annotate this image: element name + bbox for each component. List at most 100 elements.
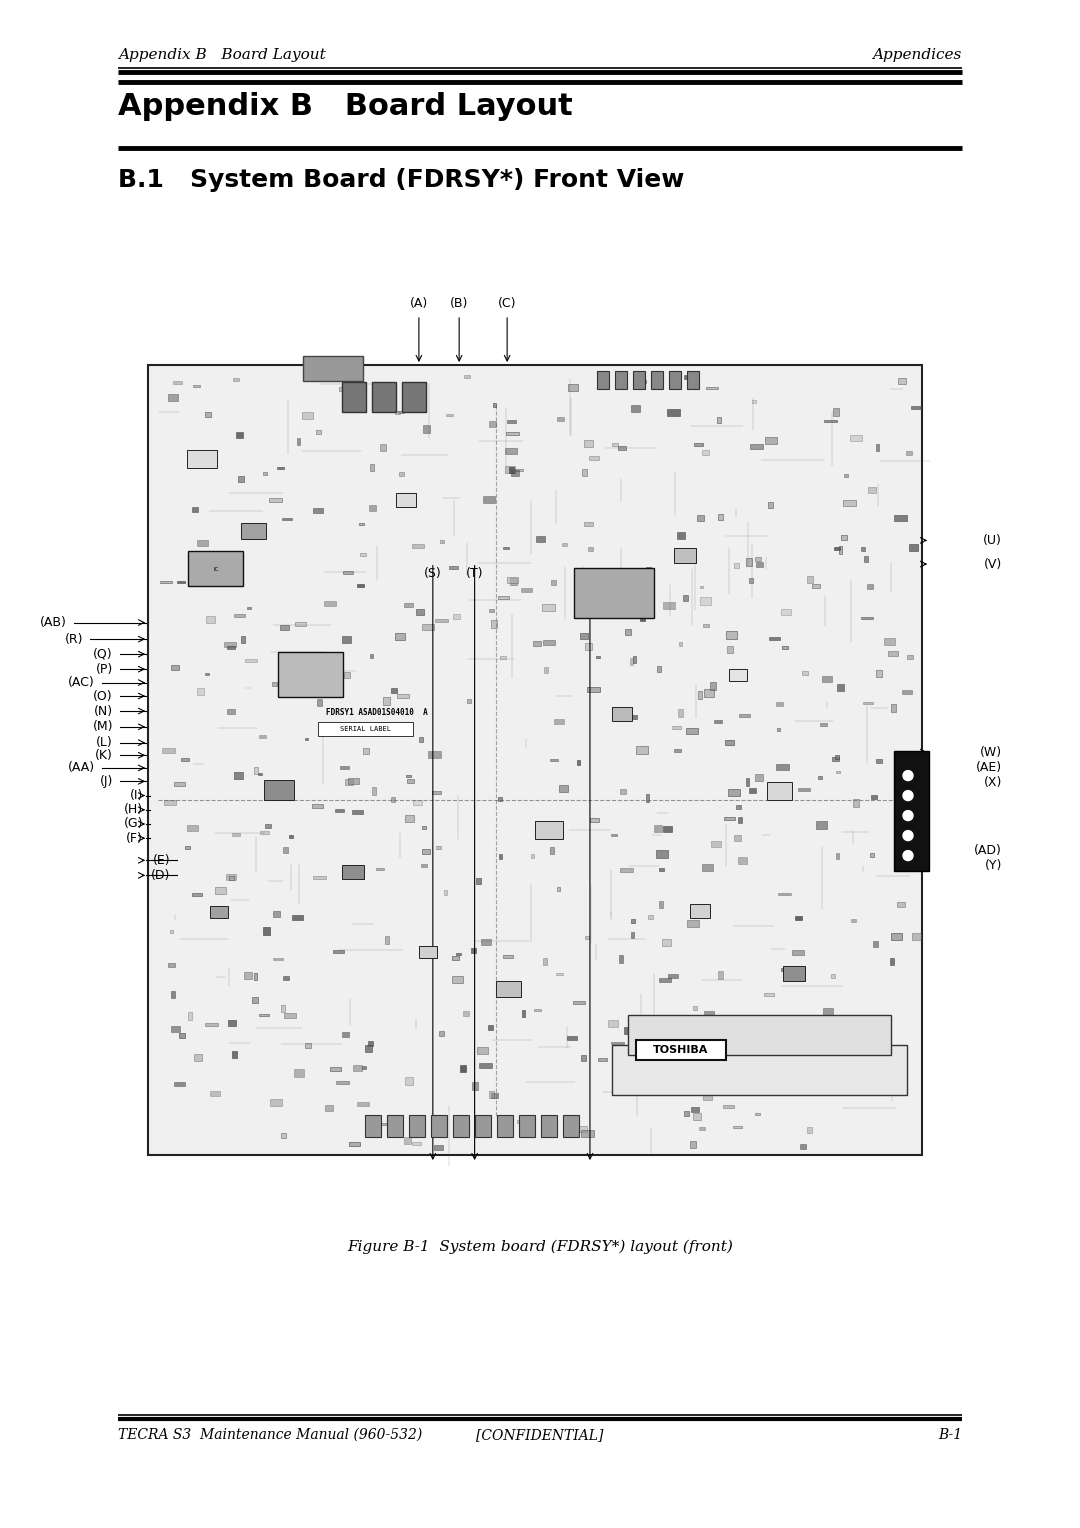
Bar <box>751 443 762 449</box>
Bar <box>765 437 777 445</box>
Bar <box>567 1036 577 1039</box>
Bar <box>698 691 702 698</box>
Bar <box>253 996 258 1002</box>
Bar <box>334 950 345 953</box>
Bar <box>669 975 678 978</box>
Bar <box>278 652 343 697</box>
Bar <box>620 788 625 795</box>
Bar <box>148 365 922 1155</box>
Bar <box>750 788 756 793</box>
Bar <box>508 420 516 423</box>
Bar <box>434 1144 443 1149</box>
Bar <box>380 445 386 451</box>
Bar <box>786 1016 798 1024</box>
Bar <box>472 1082 478 1089</box>
Bar <box>678 709 684 717</box>
Bar <box>284 1013 296 1018</box>
Bar <box>312 804 323 808</box>
Bar <box>597 371 609 388</box>
Text: SERIAL LABEL: SERIAL LABEL <box>340 726 391 732</box>
Bar <box>370 654 373 659</box>
Bar <box>640 617 646 622</box>
Bar <box>197 539 208 545</box>
Bar <box>368 506 376 510</box>
Bar <box>656 851 669 857</box>
Bar <box>811 584 821 588</box>
Bar <box>336 810 345 811</box>
Bar <box>192 892 202 895</box>
Bar <box>793 950 804 955</box>
Bar <box>894 515 906 521</box>
Bar <box>613 1045 623 1053</box>
Text: FDRSY1 ASAD01S04010  A: FDRSY1 ASAD01S04010 A <box>326 707 428 717</box>
Bar <box>521 588 532 593</box>
Bar <box>702 865 713 871</box>
Bar <box>315 429 321 434</box>
Bar <box>488 1025 494 1030</box>
Bar <box>669 371 680 388</box>
Bar <box>413 544 424 547</box>
Bar <box>685 374 696 379</box>
Bar <box>690 905 710 918</box>
Bar <box>872 795 877 799</box>
Bar <box>293 914 303 920</box>
Bar <box>423 425 430 432</box>
Bar <box>807 1128 812 1134</box>
Bar <box>557 888 561 891</box>
Bar <box>891 704 896 712</box>
Bar <box>399 472 404 477</box>
Bar <box>312 509 323 513</box>
Bar <box>598 1059 607 1060</box>
Bar <box>562 542 567 547</box>
Bar <box>700 1128 705 1131</box>
Bar <box>674 547 697 562</box>
Bar <box>689 1141 697 1148</box>
Bar <box>876 445 879 451</box>
Bar <box>781 608 791 616</box>
Bar <box>714 720 721 723</box>
Bar <box>245 659 257 662</box>
Bar <box>764 993 773 996</box>
Bar <box>508 578 518 582</box>
Bar <box>630 659 633 665</box>
Bar <box>516 1120 519 1123</box>
Bar <box>380 1123 386 1125</box>
Bar <box>843 500 856 506</box>
Bar <box>850 435 862 442</box>
Bar <box>861 547 865 550</box>
Bar <box>645 1036 654 1041</box>
Bar <box>694 443 703 446</box>
Bar <box>590 455 599 460</box>
Bar <box>837 685 843 691</box>
Bar <box>795 915 802 920</box>
Bar <box>282 518 293 520</box>
Bar <box>648 1047 658 1054</box>
Bar <box>868 487 876 492</box>
Text: (E): (E) <box>152 854 170 866</box>
Bar <box>550 847 554 854</box>
Bar <box>353 1065 362 1071</box>
Bar <box>611 834 617 836</box>
Bar <box>554 718 564 724</box>
Bar <box>777 701 783 706</box>
Circle shape <box>903 810 913 821</box>
Bar <box>876 671 881 677</box>
Bar <box>777 729 780 732</box>
Bar <box>581 1131 594 1137</box>
Bar <box>510 466 514 474</box>
Bar <box>700 597 712 605</box>
Bar <box>497 981 522 996</box>
Bar <box>511 471 519 477</box>
Bar <box>283 847 288 853</box>
Bar <box>646 567 651 570</box>
Bar <box>584 440 593 448</box>
Bar <box>340 767 349 769</box>
Bar <box>361 553 366 556</box>
Text: (AC): (AC) <box>68 675 95 689</box>
Text: (P): (P) <box>96 663 113 675</box>
Bar <box>659 868 664 871</box>
Bar <box>362 1067 366 1070</box>
Bar <box>780 1031 783 1034</box>
Bar <box>798 788 810 792</box>
Bar <box>677 532 685 539</box>
